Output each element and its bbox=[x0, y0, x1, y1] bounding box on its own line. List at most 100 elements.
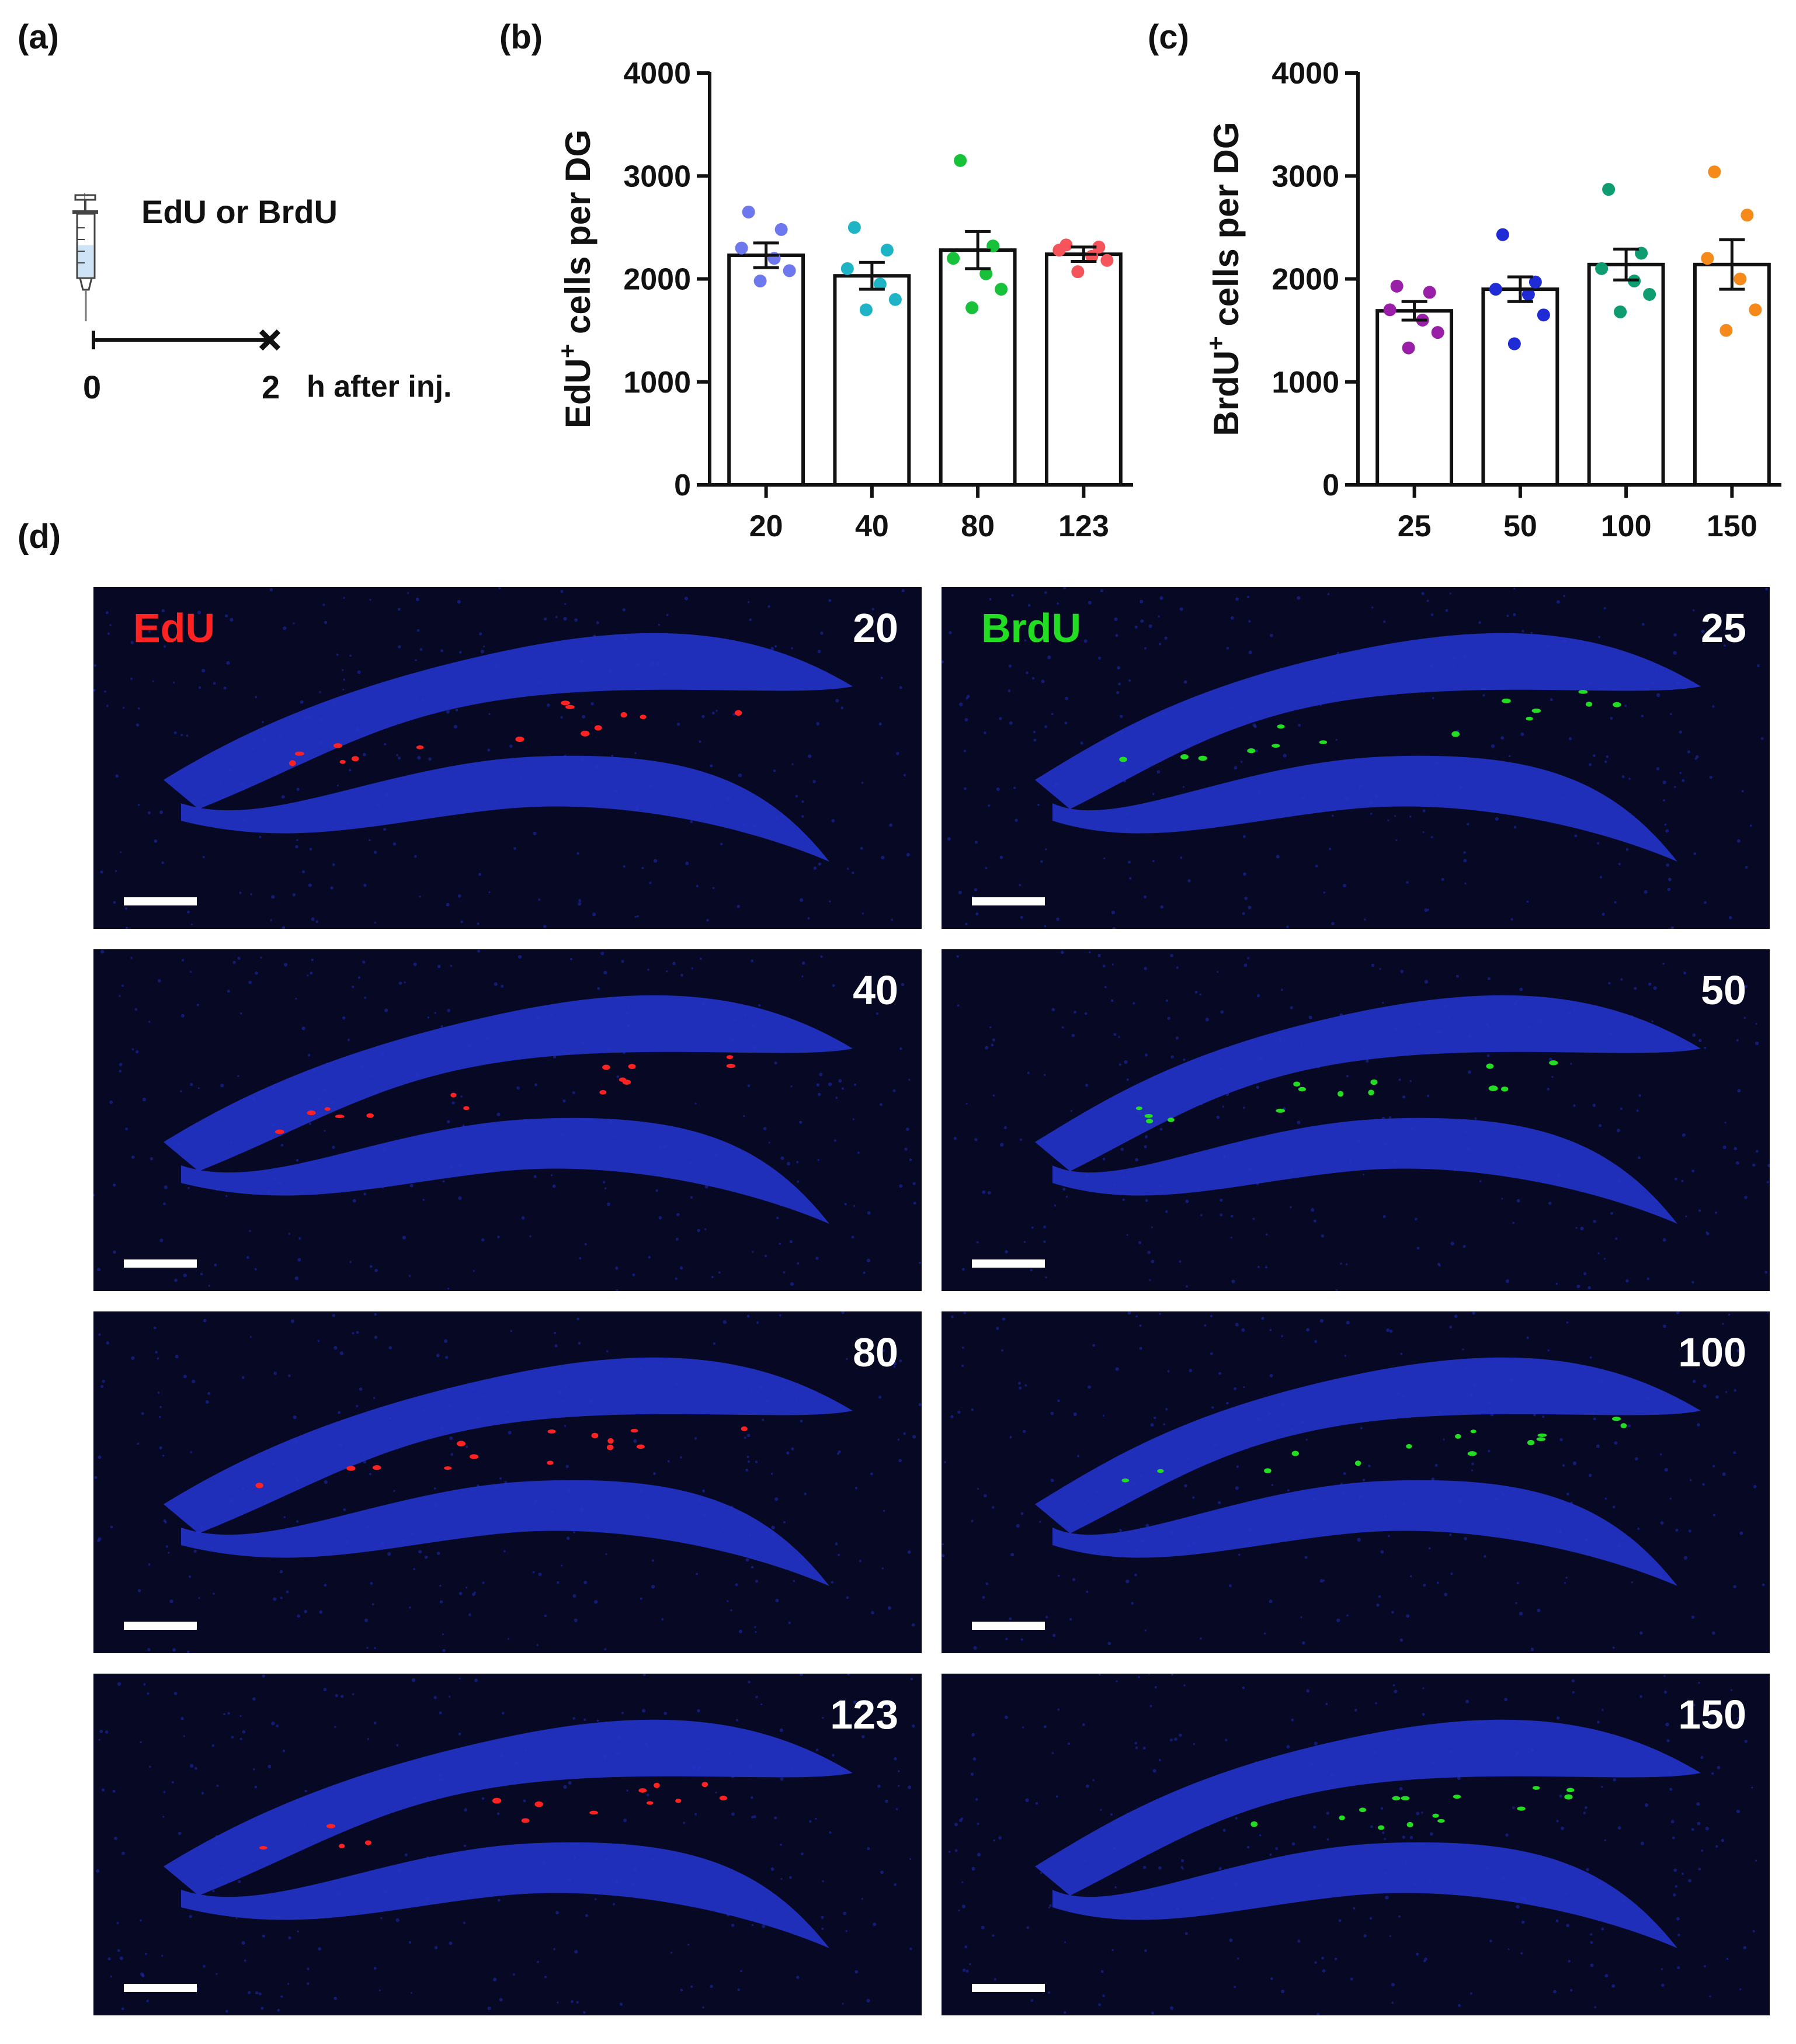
nucleus-speck bbox=[985, 1582, 989, 1585]
nucleus-speck bbox=[634, 752, 637, 755]
nucleus-speck bbox=[164, 1185, 168, 1189]
nucleus-speck bbox=[1118, 1036, 1120, 1038]
nucleus-speck bbox=[363, 883, 367, 887]
nucleus-speck bbox=[954, 1849, 958, 1852]
nucleus-speck bbox=[424, 1555, 428, 1559]
nucleus-speck bbox=[332, 1146, 335, 1149]
x-tick-label: 40 bbox=[855, 509, 889, 543]
nucleus-speck bbox=[507, 1637, 510, 1640]
nucleus-speck bbox=[907, 1550, 911, 1554]
bar bbox=[1481, 287, 1559, 487]
nucleus-speck bbox=[1125, 1579, 1130, 1584]
nucleus-speck bbox=[1600, 1786, 1603, 1788]
nucleus-speck bbox=[1611, 1984, 1616, 1988]
nucleus-speck bbox=[1167, 1370, 1170, 1373]
nucleus-speck bbox=[767, 605, 770, 608]
nucleus-speck bbox=[991, 1506, 995, 1509]
labeled-cell bbox=[255, 1483, 263, 1488]
data-point bbox=[1614, 305, 1627, 318]
nucleus-speck bbox=[1505, 1279, 1510, 1283]
nucleus-speck bbox=[1698, 1209, 1701, 1212]
nucleus-speck bbox=[867, 1211, 871, 1215]
nucleus-speck bbox=[249, 1335, 252, 1338]
nucleus-speck bbox=[282, 926, 286, 929]
nucleus-speck bbox=[193, 1549, 197, 1553]
nucleus-speck bbox=[230, 617, 234, 622]
nucleus-speck bbox=[1134, 625, 1138, 629]
nucleus-speck bbox=[1692, 609, 1695, 612]
nucleus-speck bbox=[152, 680, 154, 682]
nucleus-speck bbox=[1180, 856, 1183, 859]
nucleus-speck bbox=[774, 1497, 779, 1501]
micrograph-edu-1: EdU 20 bbox=[93, 587, 922, 929]
nucleus-speck bbox=[239, 1012, 242, 1015]
nucleus-speck bbox=[751, 1924, 754, 1926]
nucleus-speck bbox=[1118, 1063, 1121, 1066]
nucleus-speck bbox=[795, 1976, 800, 1979]
nucleus-speck bbox=[1653, 986, 1657, 990]
nucleus-speck bbox=[809, 1820, 812, 1823]
nucleus-speck bbox=[731, 1924, 735, 1927]
nucleus-speck bbox=[828, 599, 832, 602]
nucleus-speck bbox=[1599, 1124, 1602, 1127]
nucleus-speck bbox=[1457, 2004, 1461, 2007]
nucleus-speck bbox=[1659, 1453, 1662, 1456]
nucleus-speck bbox=[1662, 962, 1665, 965]
edu-label: EdU bbox=[133, 605, 215, 651]
nucleus-speck bbox=[1017, 1382, 1021, 1385]
nucleus-speck bbox=[216, 1784, 219, 1787]
nucleus-speck bbox=[791, 647, 793, 650]
nucleus-speck bbox=[239, 1737, 242, 1740]
nucleus-speck bbox=[1370, 813, 1373, 815]
nucleus-speck bbox=[743, 1115, 745, 1118]
nucleus-speck bbox=[1000, 1143, 1004, 1147]
nucleus-speck bbox=[413, 962, 417, 966]
dose-label: 150 bbox=[1678, 1692, 1746, 1737]
nucleus-speck bbox=[1537, 1608, 1541, 1612]
data-point bbox=[965, 301, 979, 314]
nucleus-speck bbox=[555, 1911, 559, 1915]
nucleus-speck bbox=[101, 1788, 105, 1792]
nucleus-speck bbox=[667, 1460, 670, 1463]
y-tick-label: 1000 bbox=[623, 366, 691, 400]
nucleus-speck bbox=[750, 1796, 753, 1799]
nucleus-speck bbox=[1736, 1039, 1739, 1042]
nucleus-speck bbox=[1345, 1263, 1348, 1266]
nucleus-speck bbox=[1163, 1423, 1166, 1426]
nucleus-speck bbox=[1735, 1161, 1739, 1165]
nucleus-speck bbox=[961, 1364, 964, 1368]
nucleus-speck bbox=[846, 1596, 849, 1599]
nucleus-speck bbox=[197, 1087, 200, 1089]
nucleus-speck bbox=[1145, 1524, 1149, 1528]
nucleus-speck bbox=[1386, 1328, 1390, 1332]
labeled-cell bbox=[1291, 1450, 1299, 1456]
nucleus-speck bbox=[1369, 1917, 1373, 1920]
nucleus-speck bbox=[1416, 1812, 1420, 1816]
nucleus-speck bbox=[1620, 978, 1623, 981]
nucleus-speck bbox=[578, 899, 582, 903]
nucleus-speck bbox=[280, 1597, 283, 1599]
nucleus-speck bbox=[1392, 1684, 1395, 1686]
nucleus-speck bbox=[1406, 1614, 1410, 1618]
nucleus-speck bbox=[1019, 883, 1022, 887]
nucleus-speck bbox=[104, 690, 106, 693]
labeled-cell bbox=[339, 1844, 345, 1849]
nucleus-speck bbox=[1697, 1423, 1700, 1427]
nucleus-speck bbox=[362, 752, 366, 756]
nucleus-speck bbox=[332, 1314, 336, 1317]
nucleus-speck bbox=[715, 710, 718, 712]
nucleus-speck bbox=[324, 1583, 327, 1587]
nucleus-speck bbox=[262, 721, 264, 723]
nucleus-speck bbox=[1669, 713, 1672, 716]
labeled-cell bbox=[335, 1115, 345, 1119]
nucleus-speck bbox=[866, 1998, 870, 2003]
nucleus-speck bbox=[446, 903, 450, 907]
nucleus-speck bbox=[1424, 980, 1429, 984]
nucleus-speck bbox=[1441, 877, 1444, 881]
nucleus-speck bbox=[207, 1391, 211, 1396]
data-point bbox=[1431, 326, 1444, 339]
nucleus-speck bbox=[1389, 1935, 1391, 1937]
nucleus-speck bbox=[999, 855, 1003, 859]
nucleus-speck bbox=[793, 1580, 795, 1583]
nucleus-speck bbox=[1182, 786, 1185, 788]
